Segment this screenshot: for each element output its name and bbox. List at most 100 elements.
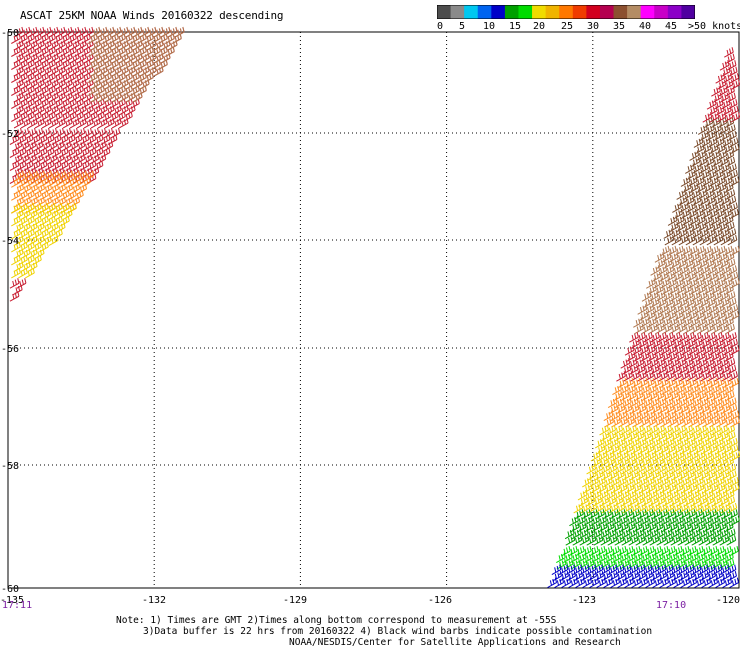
wind-barb (48, 26, 59, 38)
wind-barb (704, 431, 715, 442)
lon-tick-label: -120 (716, 595, 740, 606)
wind-barb (647, 552, 657, 564)
wind-barb (609, 509, 619, 520)
wind-barb (675, 384, 685, 396)
wind-barb (654, 552, 664, 564)
wind-barb (646, 417, 656, 428)
wind-barb (622, 404, 633, 415)
wind-barb (547, 577, 558, 588)
wind-barb (724, 47, 734, 58)
wind-barb (722, 73, 733, 84)
wind-barb (708, 483, 719, 494)
wind-barb (685, 332, 695, 343)
wind-barb (676, 358, 687, 369)
wind-barb (690, 431, 701, 442)
wind-barb (700, 444, 711, 455)
wind-barb (684, 297, 695, 309)
wind-barb (584, 559, 595, 570)
colorbar-swatch (532, 5, 547, 19)
wind-barb (620, 431, 631, 442)
wind-barb (662, 358, 673, 369)
wind-barb (697, 424, 708, 436)
wind-barb (646, 278, 656, 289)
wind-barb (697, 528, 708, 540)
wind-barb (681, 522, 692, 533)
wind-barb (707, 546, 718, 557)
wind-barb (13, 222, 24, 233)
wind-barb (565, 535, 576, 546)
wind-barb (679, 338, 689, 350)
wind-barb (688, 450, 699, 462)
wind-barb (693, 509, 703, 520)
wind-barb (701, 345, 712, 356)
wind-barb (600, 535, 611, 546)
wind-barb (707, 338, 717, 350)
wind-barb (618, 515, 628, 527)
wind-barb (657, 437, 668, 449)
wind-barb (631, 410, 642, 422)
colorbar-label: 5 (459, 21, 466, 32)
wind-barb (703, 252, 714, 263)
wind-barb (673, 310, 684, 322)
wind-barb (27, 235, 38, 246)
wind-barb (608, 437, 619, 449)
wind-barb (558, 564, 569, 575)
wind-barb (75, 127, 86, 139)
wind-barb (620, 424, 631, 436)
wind-barb (717, 552, 727, 564)
wind-barb (661, 284, 671, 296)
wind-barb (726, 92, 736, 104)
wind-barb (729, 208, 739, 220)
wind-speed-colorbar (437, 5, 695, 19)
wind-barb (729, 577, 740, 588)
wind-barb (48, 78, 59, 90)
colorbar-labels: 0 5 10 15 20 25 30 35 40 45 >50 knots (437, 21, 740, 33)
wind-barb (48, 65, 59, 77)
wind-barb (654, 559, 665, 570)
wind-barb (598, 559, 609, 570)
wind-barb (586, 463, 597, 475)
wind-barb (82, 127, 93, 139)
time-label-left: 17:11 (2, 600, 32, 611)
wind-barb (704, 496, 715, 507)
wind-barb (724, 317, 734, 328)
wind-barb (653, 522, 664, 533)
wind-barb (626, 391, 637, 402)
wind-barb (729, 345, 740, 356)
wind-barb (724, 457, 735, 468)
wind-barb (661, 457, 672, 468)
wind-barb (19, 140, 30, 152)
wind-barb (560, 546, 571, 557)
wind-barb (597, 450, 608, 462)
wind-barb (723, 112, 734, 123)
wind-barb (687, 176, 698, 187)
wind-barb (681, 278, 691, 289)
wind-barb (728, 137, 739, 148)
wind-barb (603, 410, 614, 422)
wind-barb (718, 323, 728, 335)
wind-barb (621, 364, 632, 376)
wind-barb (698, 397, 709, 409)
wind-barb (642, 397, 653, 409)
wind-barb (699, 437, 710, 449)
wind-barb (680, 310, 691, 322)
wind-barb (707, 304, 718, 315)
wind-barb (684, 470, 695, 481)
wind-barb (11, 254, 21, 266)
wind-barb (574, 509, 584, 520)
wind-barb (625, 515, 635, 527)
wind-barb (635, 470, 646, 481)
wind-barb (658, 271, 669, 283)
wind-barb (670, 297, 681, 309)
wind-barb (717, 457, 728, 468)
wind-barb (605, 559, 616, 570)
wind-barb (728, 105, 739, 117)
wind-barb (706, 502, 717, 514)
wind-barb (41, 117, 52, 129)
wind-barb (668, 252, 679, 263)
wind-barb (653, 351, 664, 363)
wind-barb (88, 33, 98, 44)
wind-barb (34, 117, 45, 129)
wind-barb (710, 552, 720, 564)
wind-barb (111, 78, 122, 90)
